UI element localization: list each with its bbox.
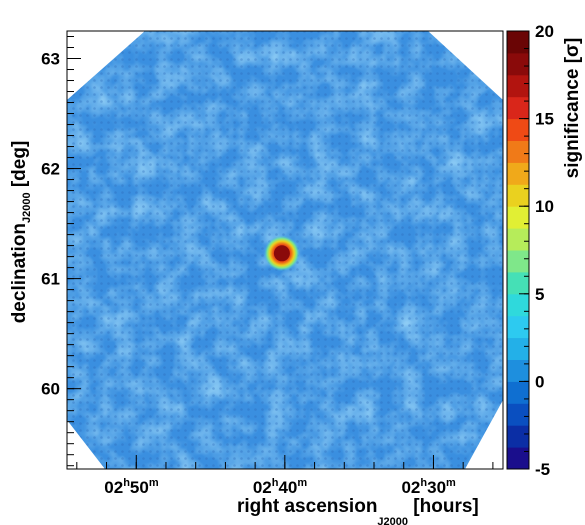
colorbar-title: significance [σ]	[562, 38, 583, 179]
colorbar-segment	[507, 228, 529, 251]
colorbar-tick-label: -5	[535, 460, 550, 479]
colorbar-segment	[507, 337, 529, 360]
y-tick-label: 61	[41, 270, 60, 289]
hotspot-core	[273, 245, 290, 262]
x-axis-title-sub: J2000	[377, 516, 408, 525]
x-tick-label: 02h50m	[104, 477, 159, 497]
x-axis-title: right ascensionJ2000 [hours]	[237, 496, 479, 525]
axis-ticks: 60 61 62 63 02h50m 02h40m 02h30m	[41, 36, 494, 497]
y-tick-label: 62	[41, 160, 60, 179]
colorbar-segment	[507, 96, 529, 120]
y-tick-label: 60	[41, 380, 60, 399]
colorbar-segment	[507, 118, 529, 141]
colorbar-frame	[506, 30, 530, 470]
y-axis-title: declinationJ2000 [deg]	[9, 141, 33, 324]
colorbar: -5 0 5 10 15 20	[506, 22, 554, 479]
colorbar-tick-label: 20	[535, 22, 554, 41]
colorbar-segment	[507, 381, 529, 404]
colorbar-segment	[507, 74, 529, 98]
colorbar-tick-label: 10	[535, 197, 554, 216]
colorbar-segment	[507, 250, 529, 273]
y-axis-title-sub: J2000	[21, 192, 33, 223]
x-axis-title-main: right ascension	[237, 496, 377, 517]
significance-map	[67, 31, 503, 469]
colorbar-segment	[507, 162, 529, 185]
x-tick-label: 02h30m	[401, 477, 456, 497]
y-tick-label: 63	[41, 50, 60, 69]
colorbar-segment	[507, 206, 529, 229]
colorbar-segment	[507, 425, 529, 448]
colorbar-segment	[507, 359, 529, 382]
colorbar-segment	[507, 52, 529, 76]
map-clip-group	[67, 31, 503, 469]
colorbar-segment	[507, 271, 529, 295]
colorbar-segment	[507, 403, 529, 426]
x-axis-title-unit: [hours]	[413, 496, 478, 517]
colorbar-tick-label: 15	[535, 110, 554, 129]
y-axis-title-unit-text: [deg]	[9, 141, 30, 187]
colorbar-segment	[507, 31, 529, 54]
colorbar-segment	[507, 447, 529, 470]
x-tick-label: 02h40m	[253, 477, 308, 497]
y-axis-title-main: declination	[9, 223, 30, 323]
colorbar-tick-label: 5	[535, 285, 544, 304]
colorbar-segment	[507, 315, 529, 339]
colorbar-segment	[507, 184, 529, 207]
colorbar-segment	[507, 140, 529, 163]
colorbar-tick-label: 0	[535, 372, 544, 391]
colorbar-segment	[507, 293, 529, 317]
